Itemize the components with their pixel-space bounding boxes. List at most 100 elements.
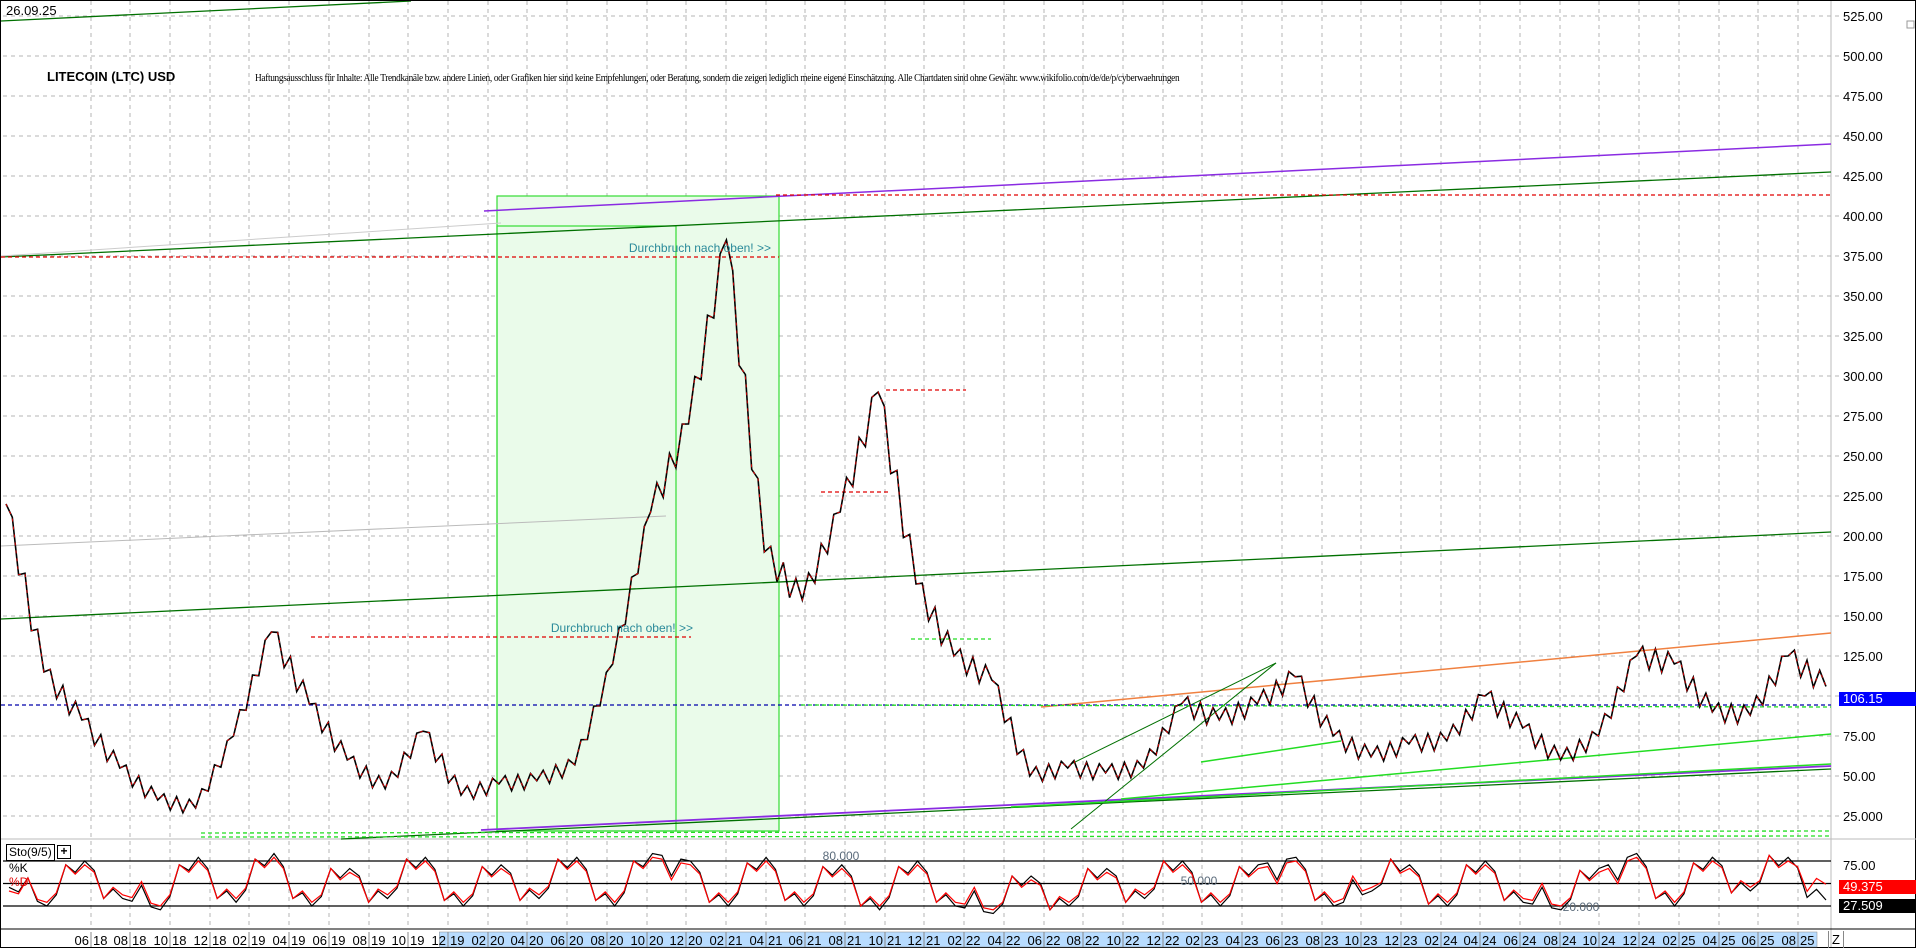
svg-text:25.000: 25.000 [1843,809,1883,824]
svg-text:25: 25 [1681,933,1695,948]
svg-text:300.00: 300.00 [1843,369,1883,384]
svg-text:19: 19 [410,933,424,948]
svg-text:12: 12 [1623,933,1637,948]
svg-text:21: 21 [768,933,782,948]
svg-text:20: 20 [688,933,702,948]
svg-text:08: 08 [829,933,843,948]
svg-text:02: 02 [710,933,724,948]
svg-text:08: 08 [114,933,128,948]
svg-text:02: 02 [233,933,247,948]
svg-text:250.00: 250.00 [1843,449,1883,464]
indicator-name-badge[interactable]: Sto(9/5) [6,844,55,861]
svg-text:425.00: 425.00 [1843,169,1883,184]
last-price-tag: 106.15 [1839,692,1916,706]
svg-text:04: 04 [988,933,1002,948]
svg-text:80.000: 80.000 [823,849,860,863]
svg-text:10: 10 [1345,933,1359,948]
svg-text:06: 06 [551,933,565,948]
svg-text:25: 25 [1760,933,1774,948]
svg-text:19: 19 [450,933,464,948]
svg-text:20: 20 [529,933,543,948]
svg-text:04: 04 [1464,933,1478,948]
svg-text:02: 02 [472,933,486,948]
svg-text:12: 12 [432,933,446,948]
svg-text:23: 23 [1244,933,1258,948]
svg-text:150.00: 150.00 [1843,609,1883,624]
svg-text:22: 22 [1085,933,1099,948]
svg-text:21: 21 [728,933,742,948]
svg-text:12: 12 [908,933,922,948]
svg-text:23: 23 [1324,933,1338,948]
svg-text:19: 19 [251,933,265,948]
stoch-d-label: %D [9,875,29,889]
svg-text:18: 18 [212,933,226,948]
svg-text:Durchbruch nach oben! >>: Durchbruch nach oben! >> [629,241,771,255]
svg-text:22: 22 [1006,933,1020,948]
svg-text:450.00: 450.00 [1843,129,1883,144]
svg-text:04: 04 [273,933,287,948]
svg-text:21: 21 [847,933,861,948]
svg-text:24: 24 [1601,933,1615,948]
svg-text:22: 22 [1125,933,1139,948]
svg-text:08: 08 [1544,933,1558,948]
svg-text:175.00: 175.00 [1843,569,1883,584]
svg-text:24: 24 [1562,933,1576,948]
svg-text:04: 04 [511,933,525,948]
svg-text:23: 23 [1284,933,1298,948]
svg-text:275.00: 275.00 [1843,409,1883,424]
svg-text:06: 06 [1266,933,1280,948]
svg-text:20: 20 [569,933,583,948]
expand-indicator-icon[interactable]: + [57,845,71,859]
svg-text:24: 24 [1443,933,1457,948]
svg-text:06: 06 [789,933,803,948]
svg-text:19: 19 [371,933,385,948]
svg-text:22: 22 [966,933,980,948]
svg-text:50.00: 50.00 [1843,769,1876,784]
svg-text:23: 23 [1403,933,1417,948]
svg-text:02: 02 [948,933,962,948]
zoom-reset-button[interactable]: Z [1828,931,1844,948]
disclaimer-text: Haftungsausschluss für Inhalte: Alle Tre… [255,73,1180,84]
svg-text:400.00: 400.00 [1843,209,1883,224]
svg-text:75.00: 75.00 [1843,858,1876,873]
svg-text:08: 08 [1067,933,1081,948]
svg-text:18: 18 [172,933,186,948]
svg-text:06: 06 [1504,933,1518,948]
svg-text:12: 12 [1147,933,1161,948]
svg-text:10: 10 [869,933,883,948]
svg-text:10: 10 [1107,933,1121,948]
svg-text:23: 23 [1204,933,1218,948]
svg-text:24: 24 [1641,933,1655,948]
svg-text:20: 20 [609,933,623,948]
svg-text:02: 02 [1663,933,1677,948]
svg-text:22: 22 [1165,933,1179,948]
svg-text:20: 20 [649,933,663,948]
svg-text:25: 25 [1721,933,1735,948]
svg-text:23: 23 [1363,933,1377,948]
svg-text:21: 21 [807,933,821,948]
svg-text:10: 10 [154,933,168,948]
svg-text:Durchbruch nach oben! >>: Durchbruch nach oben! >> [551,621,693,635]
svg-text:24: 24 [1482,933,1496,948]
svg-text:125.00: 125.00 [1843,649,1883,664]
svg-text:06: 06 [1028,933,1042,948]
svg-text:19: 19 [331,933,345,948]
svg-text:18: 18 [132,933,146,948]
svg-text:08: 08 [1782,933,1796,948]
svg-text:20.000: 20.000 [1563,900,1600,914]
svg-text:04: 04 [1226,933,1240,948]
svg-text:08: 08 [353,933,367,948]
svg-text:19: 19 [291,933,305,948]
svg-text:06: 06 [75,933,89,948]
svg-text:08: 08 [1306,933,1320,948]
chart-date: 26.09.25 [6,3,57,18]
svg-text:325.00: 325.00 [1843,329,1883,344]
svg-text:02: 02 [1186,933,1200,948]
svg-text:350.00: 350.00 [1843,289,1883,304]
svg-text:50.000: 50.000 [1181,874,1218,888]
svg-text:06: 06 [1742,933,1756,948]
svg-text:04: 04 [750,933,764,948]
svg-text:375.00: 375.00 [1843,249,1883,264]
